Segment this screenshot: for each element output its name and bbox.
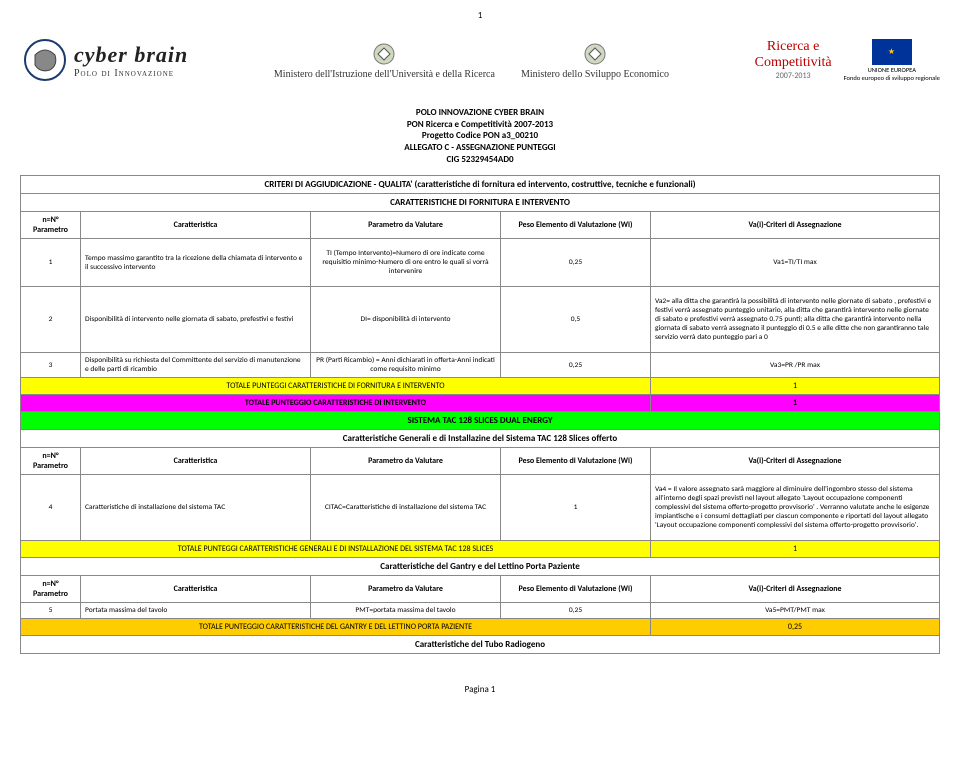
cell-peso: 1 <box>501 475 651 541</box>
total-fornitura-val: 1 <box>651 378 940 395</box>
cell-car: Disponibilità di intervento nelle giorna… <box>81 287 311 353</box>
total-fornitura-label: TOTALE PUNTEGGI CARATTERISTICHE DI FORNI… <box>21 378 651 395</box>
logo-eu: UNIONE EUROPEA Fondo europeo di sviluppo… <box>844 39 940 82</box>
cell-car: Disponibilità su richiesta del Committen… <box>81 353 311 378</box>
ministry-1-caption: Ministero dell'Istruzione dell'Universit… <box>274 70 495 80</box>
section-gantry: Caratteristiche del Gantry e del Lettino… <box>21 558 940 576</box>
title-line: PON Ricerca e Competitività 2007-2013 <box>20 119 940 131</box>
cell-n: 1 <box>21 239 81 287</box>
document-title: POLO INNOVAZIONE CYBER BRAIN PON Ricerca… <box>20 107 940 165</box>
page-footer: Pagina 1 <box>20 684 940 695</box>
logo-ministries: Ministero dell'Istruzione dell'Universit… <box>274 40 669 80</box>
cell-par: CITAC=Caratteristiche di installazione d… <box>311 475 501 541</box>
cell-n: 4 <box>21 475 81 541</box>
cell-par: DI= disponibilità di intervento <box>311 287 501 353</box>
col-header-car: Caratteristica <box>81 212 311 239</box>
total-intervento-label: TOTALE PUNTEGGIO CARATTERISTICHE DI INTE… <box>21 395 651 412</box>
cell-peso: 0,25 <box>501 239 651 287</box>
logo-subtitle: Polo di Innovazione <box>74 68 188 79</box>
title-line: ALLEGATO C - ASSEGNAZIONE PUNTEGGI <box>20 142 940 154</box>
section-generali: Caratteristiche Generali e di Installazi… <box>21 430 940 448</box>
title-line: Progetto Codice PON a3_00210 <box>20 130 940 142</box>
cell-n: 5 <box>21 603 81 619</box>
col-header-peso: Peso Elemento di Valutazione (Wi) <box>501 576 651 603</box>
logo-right-group: Ricerca e Competitività 2007-2013 UNIONE… <box>755 39 940 82</box>
ricerca-line3: 2007-2013 <box>755 71 832 81</box>
emblem-icon <box>579 40 611 68</box>
emblem-icon <box>368 40 400 68</box>
total-gantry-label: TOTALE PUNTEGGIO CARATTERISTICHE DEL GAN… <box>21 619 651 636</box>
ricerca-line1: Ricerca e <box>755 39 832 55</box>
ministry-2-caption: Ministero dello Sviluppo Economico <box>521 70 669 80</box>
cell-peso: 0,25 <box>501 603 651 619</box>
cell-n: 2 <box>21 287 81 353</box>
col-header-crit: Va(i)-Criteri di Assegnazione <box>651 576 940 603</box>
main-table: CRITERI DI AGGIUDICAZIONE - QUALITA' (ca… <box>20 175 940 654</box>
logo-bar: cyber brain Polo di Innovazione Minister… <box>20 25 940 95</box>
title-line: POLO INNOVAZIONE CYBER BRAIN <box>20 107 940 119</box>
section-criteri: CRITERI DI AGGIUDICAZIONE - QUALITA' (ca… <box>21 176 940 194</box>
section-tubo: Caratteristiche del Tubo Radiogeno <box>21 636 940 654</box>
cell-car: Tempo massimo garantito tra la ricezione… <box>81 239 311 287</box>
col-header-n: n=N° Parametro <box>21 212 81 239</box>
total-gantry-val: 0,25 <box>651 619 940 636</box>
eu-caption-1: UNIONE EUROPEA <box>844 67 940 74</box>
page-number-top: 1 <box>20 10 940 21</box>
title-line: CIG 52329454AD0 <box>20 154 940 166</box>
cell-par: TI (Tempo Intervento)=Numero di ore indi… <box>311 239 501 287</box>
col-header-peso: Peso Elemento di Valutazione (Wi) <box>501 448 651 475</box>
cell-car: Portata massima del tavolo <box>81 603 311 619</box>
col-header-crit: Va(i)-Criteri di Assegnazione <box>651 212 940 239</box>
section-sistema: SISTEMA TAC 128 SLICES DUAL ENERGY <box>21 412 940 430</box>
brain-icon <box>20 35 70 85</box>
eu-caption-2: Fondo europeo di sviluppo regionale <box>844 75 940 82</box>
cell-crit: Va2= alla ditta che garantirà la possibi… <box>651 287 940 353</box>
cell-crit: Va3=PR /PR max <box>651 353 940 378</box>
total-generali-val: 1 <box>651 541 940 558</box>
cell-par: PMT=portata massima del tavolo <box>311 603 501 619</box>
col-header-n: n=N° Parametro <box>21 448 81 475</box>
col-header-car: Caratteristica <box>81 576 311 603</box>
col-header-car: Caratteristica <box>81 448 311 475</box>
cell-par: PR (Parti Ricambio) = Anni dichiarati in… <box>311 353 501 378</box>
eu-flag-icon <box>872 39 912 65</box>
cell-n: 3 <box>21 353 81 378</box>
cell-peso: 0,25 <box>501 353 651 378</box>
cell-peso: 0,5 <box>501 287 651 353</box>
total-generali-label: TOTALE PUNTEGGI CARATTERISTICHE GENERALI… <box>21 541 651 558</box>
cell-crit: Va5=PMT/PMT max <box>651 603 940 619</box>
section-fornitura: CARATTERISTICHE DI FORNITURA E INTERVENT… <box>21 194 940 212</box>
cell-crit: Va1=TI/TI max <box>651 239 940 287</box>
col-header-par: Parametro da Valutare <box>311 448 501 475</box>
col-header-crit: Va(i)-Criteri di Assegnazione <box>651 448 940 475</box>
cell-crit: Va4 = Il valore assegnato sarà maggiore … <box>651 475 940 541</box>
col-header-peso: Peso Elemento di Valutazione (Wi) <box>501 212 651 239</box>
total-intervento-val: 1 <box>651 395 940 412</box>
logo-cyber-brain: cyber brain Polo di Innovazione <box>20 35 188 85</box>
col-header-n: n=N° Parametro <box>21 576 81 603</box>
col-header-par: Parametro da Valutare <box>311 576 501 603</box>
col-header-par: Parametro da Valutare <box>311 212 501 239</box>
ricerca-line2: Competitività <box>755 55 832 71</box>
cell-car: Caratteristiche di installazione del sis… <box>81 475 311 541</box>
logo-ricerca: Ricerca e Competitività 2007-2013 <box>755 39 832 81</box>
logo-title: cyber brain <box>74 42 188 68</box>
